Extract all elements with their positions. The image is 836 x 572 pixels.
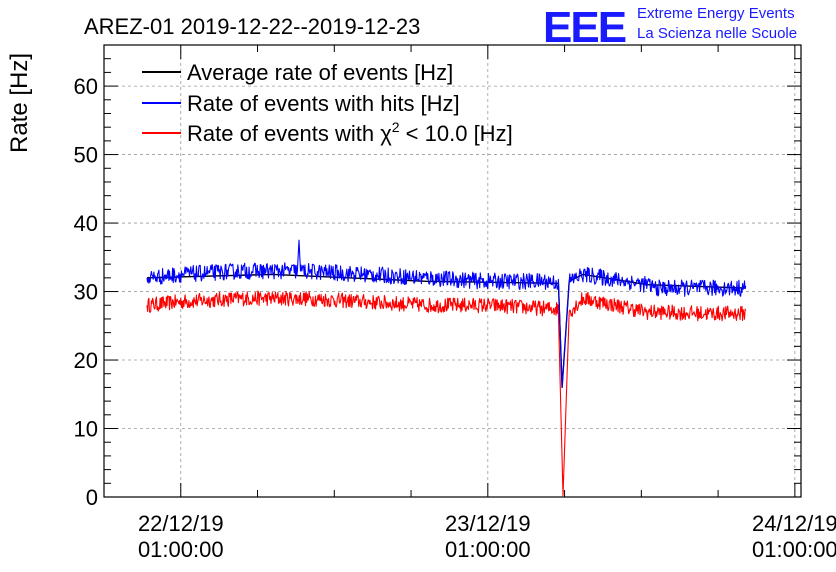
y-axis-label: Rate [Hz] (6, 53, 33, 153)
series-layer (146, 239, 747, 497)
y-tick-label: 0 (86, 485, 98, 510)
plot-frame (103, 44, 802, 498)
logo-line1: Extreme Energy Events (637, 5, 795, 22)
x-tick-label-date: 23/12/19 (445, 511, 531, 536)
y-tick-label: 60 (74, 74, 98, 99)
grid-lines (104, 45, 801, 497)
y-tick-label: 10 (74, 417, 98, 442)
x-tick-label-time: 01:00:00 (752, 537, 836, 562)
chart-title: AREZ-01 2019-12-22--2019-12-23 (84, 14, 420, 39)
legend-chi2-sup: 2 (392, 119, 400, 135)
y-tick-label: 20 (74, 348, 98, 373)
y-tick-labels: 0 10 20 30 40 50 60 (74, 74, 98, 510)
x-tick-label-date: 22/12/19 (138, 511, 224, 536)
y-tick-label: 40 (74, 211, 98, 236)
y-tick-label: 30 (74, 280, 98, 305)
eee-logo: EEE Extreme Energy Events La Scienza nel… (543, 3, 797, 52)
legend: Average rate of events [Hz] Rate of even… (142, 60, 513, 146)
legend-label-average: Average rate of events [Hz] (187, 60, 453, 85)
legend-chi2-main: Rate of events with χ (187, 121, 392, 146)
legend-chi2-tail: < 10.0 [Hz] (400, 121, 513, 146)
axis-ticks (103, 45, 801, 498)
x-tick-labels: 22/12/1901:00:0023/12/1901:00:0024/12/19… (138, 511, 836, 562)
logo-text: EEE (543, 3, 626, 52)
legend-label-chi2: Rate of events with χ2 < 10.0 [Hz] (187, 119, 513, 146)
logo-line2: La Scienza nelle Scuole (637, 25, 797, 42)
y-tick-label: 50 (74, 143, 98, 168)
x-tick-label-date: 24/12/19 (752, 511, 836, 536)
legend-label-hits: Rate of events with hits [Hz] (187, 91, 460, 116)
x-tick-label-time: 01:00:00 (138, 537, 224, 562)
x-tick-label-time: 01:00:00 (445, 537, 531, 562)
series-chi2-line (146, 290, 747, 497)
series-hits-line (146, 239, 747, 388)
